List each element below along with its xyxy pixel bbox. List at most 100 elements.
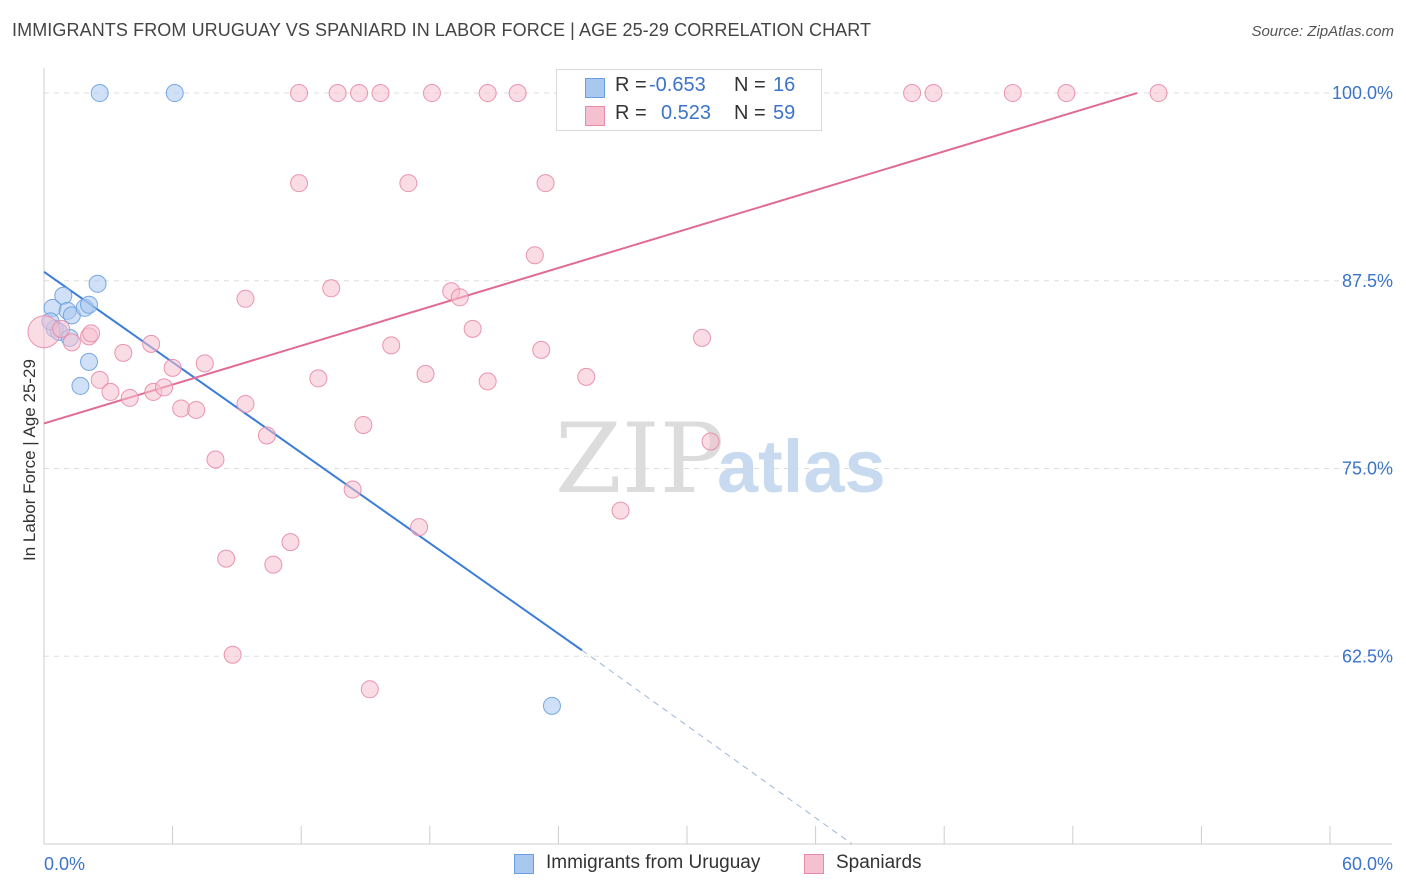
legend-swatch-uruguay	[585, 78, 605, 98]
trend-line-uruguay	[43, 270, 583, 652]
x-tick-labels: 0.0% 60.0%	[44, 854, 1393, 874]
point-uruguay	[542, 696, 561, 715]
legend-swatch-uruguay	[514, 854, 534, 874]
y-tick-label: 75.0%	[1342, 459, 1393, 479]
y-tick-label: 87.5%	[1342, 271, 1393, 291]
trend-line-spaniards	[43, 92, 1138, 425]
legend-row-uruguay: R = -0.653 N = 16	[557, 74, 821, 102]
point-uruguay	[80, 352, 99, 371]
legend-r-value: -0.653	[649, 74, 706, 96]
point-spaniards	[508, 84, 527, 103]
point-spaniards	[82, 324, 101, 343]
point-spaniards	[532, 340, 551, 359]
point-spaniards	[62, 333, 81, 352]
point-spaniards	[217, 549, 236, 568]
point-spaniards	[343, 480, 362, 499]
x-tick-label: 0.0%	[44, 854, 85, 874]
legend-n-label: N =	[734, 102, 766, 124]
legend-swatch-spaniards	[804, 854, 824, 874]
watermark-zip: ZIP	[555, 403, 724, 515]
axes	[43, 68, 1392, 845]
point-spaniards	[195, 354, 214, 373]
legend-swatch-spaniards	[585, 106, 605, 126]
point-spaniards	[155, 378, 174, 397]
correlation-legend: R = -0.653 N = 16 R = 0.523 N = 59	[556, 69, 822, 131]
legend-n-label: N =	[734, 74, 766, 96]
point-uruguay	[71, 376, 90, 395]
point-spaniards	[577, 367, 596, 386]
point-spaniards	[223, 645, 242, 664]
point-spaniards	[328, 84, 347, 103]
legend-r-label: R =	[615, 102, 647, 124]
point-spaniards	[701, 432, 720, 451]
point-spaniards	[903, 84, 922, 103]
legend-r-value: 0.523	[661, 102, 712, 124]
point-spaniards	[120, 388, 139, 407]
point-spaniards	[450, 288, 469, 307]
point-spaniards	[1003, 84, 1022, 103]
y-tick-labels: 62.5% 75.0% 87.5% 100.0%	[1332, 83, 1393, 666]
point-spaniards	[611, 501, 630, 520]
legend-label-spaniards: Spaniards	[836, 852, 922, 873]
point-spaniards	[1057, 84, 1076, 103]
chart-title: IMMIGRANTS FROM URUGUAY VS SPANIARD IN L…	[12, 20, 872, 40]
legend-n-value: 59	[773, 102, 796, 124]
point-spaniards	[236, 289, 255, 308]
point-spaniards	[290, 174, 309, 193]
x-tick-label: 60.0%	[1342, 854, 1393, 874]
point-spaniards	[309, 369, 328, 388]
y-tick-label: 62.5%	[1342, 646, 1393, 666]
point-uruguay	[80, 295, 99, 314]
point-uruguay	[88, 274, 107, 293]
point-spaniards	[416, 364, 435, 383]
point-spaniards	[382, 336, 401, 355]
point-spaniards	[142, 334, 161, 353]
point-spaniards	[410, 518, 429, 537]
point-spaniards	[90, 370, 109, 389]
point-spaniards	[163, 358, 182, 377]
point-spaniards	[290, 84, 309, 103]
y-axis-label: In Labor Force | Age 25-29	[20, 359, 39, 561]
point-spaniards	[693, 328, 712, 347]
point-spaniards	[371, 84, 390, 103]
legend-label-uruguay: Immigrants from Uruguay	[546, 852, 761, 873]
point-uruguay	[90, 84, 109, 103]
point-spaniards	[478, 84, 497, 103]
point-spaniards	[525, 246, 544, 265]
point-spaniards	[206, 450, 225, 469]
point-spaniards	[281, 533, 300, 552]
point-spaniards	[463, 319, 482, 338]
point-spaniards	[101, 382, 120, 401]
point-spaniards	[350, 84, 369, 103]
point-spaniards	[114, 343, 133, 362]
point-spaniards	[172, 399, 191, 418]
point-spaniards	[322, 279, 341, 298]
point-spaniards	[264, 555, 283, 574]
point-spaniards	[354, 415, 373, 434]
grid-lines	[44, 92, 1392, 657]
point-spaniards	[360, 680, 379, 699]
point-spaniards	[422, 84, 441, 103]
y-tick-label: 100.0%	[1332, 83, 1393, 103]
point-uruguay	[165, 84, 184, 103]
point-spaniards	[1149, 84, 1168, 103]
data-points	[27, 84, 1168, 715]
source-label: Source: ZipAtlas.com	[1251, 23, 1394, 40]
legend-row-spaniards: R = 0.523 N = 59	[557, 102, 821, 130]
point-spaniards	[536, 174, 555, 193]
legend-r-label: R =	[615, 74, 647, 96]
watermark: ZIP atlas	[555, 403, 886, 515]
point-spaniards	[399, 174, 418, 193]
point-spaniards	[257, 426, 276, 445]
trend-extension-uruguay	[581, 649, 853, 845]
point-spaniards	[187, 400, 206, 419]
point-spaniards	[924, 84, 943, 103]
point-spaniards	[478, 372, 497, 391]
legend-n-value: 16	[773, 74, 796, 96]
point-spaniards	[236, 394, 255, 413]
trend-lines	[43, 92, 1138, 845]
point-uruguay	[54, 286, 73, 305]
watermark-atlas: atlas	[717, 425, 886, 508]
point-spaniards	[52, 319, 71, 338]
